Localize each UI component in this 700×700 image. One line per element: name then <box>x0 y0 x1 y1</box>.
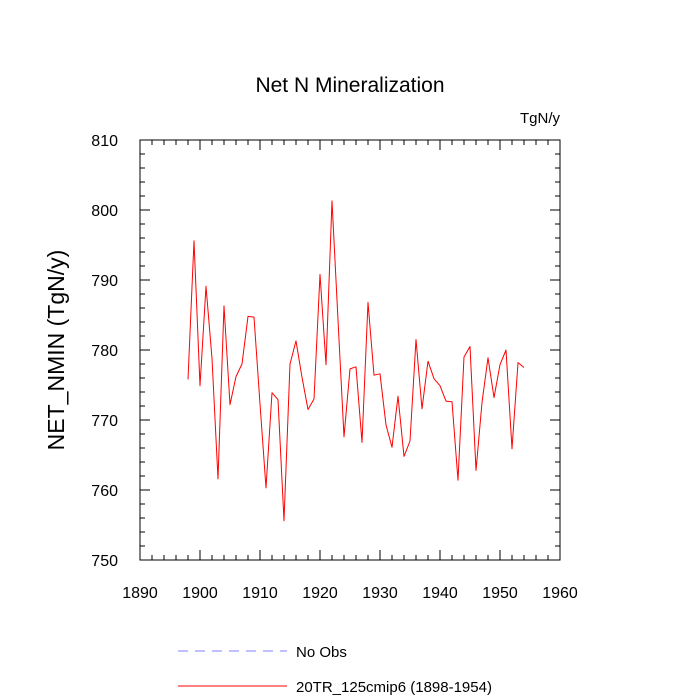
units-label: TgN/y <box>520 110 561 127</box>
y-axis-label: NET_NMIN (TgN/y) <box>43 250 69 451</box>
x-tick-label: 1930 <box>362 585 398 602</box>
axis-tick-labels: 1890 1900 1910 1920 1930 1940 1950 1960 750 760 77… <box>91 133 578 602</box>
plot-frame <box>139 139 561 561</box>
x-tick-label: 1900 <box>182 585 218 602</box>
chart-title: Net N Mineralization <box>255 74 444 97</box>
x-tick-label: 1910 <box>242 585 278 602</box>
y-tick-label: 780 <box>91 343 118 360</box>
legend-label-20tr-125cmip6: 20TR_125cmip6 (1898-1954) <box>296 679 492 696</box>
axis-ticks <box>139 139 561 561</box>
y-tick-label: 810 <box>91 133 118 150</box>
x-tick-label: 1890 <box>122 585 158 602</box>
x-tick-label: 1960 <box>542 585 578 602</box>
legend-label-no-obs: No Obs <box>296 644 347 661</box>
y-tick-label: 800 <box>91 203 118 220</box>
y-tick-label: 770 <box>91 413 118 430</box>
x-tick-label: 1920 <box>302 585 338 602</box>
series-layer <box>187 200 525 522</box>
x-tick-label: 1950 <box>482 585 518 602</box>
y-tick-label: 760 <box>91 483 118 500</box>
legend: No Obs 20TR_125cmip6 (1898-1954) <box>178 644 492 696</box>
y-tick-label: 790 <box>91 273 118 290</box>
x-tick-label: 1940 <box>422 585 458 602</box>
series-line <box>187 200 525 522</box>
y-tick-label: 750 <box>91 553 118 570</box>
